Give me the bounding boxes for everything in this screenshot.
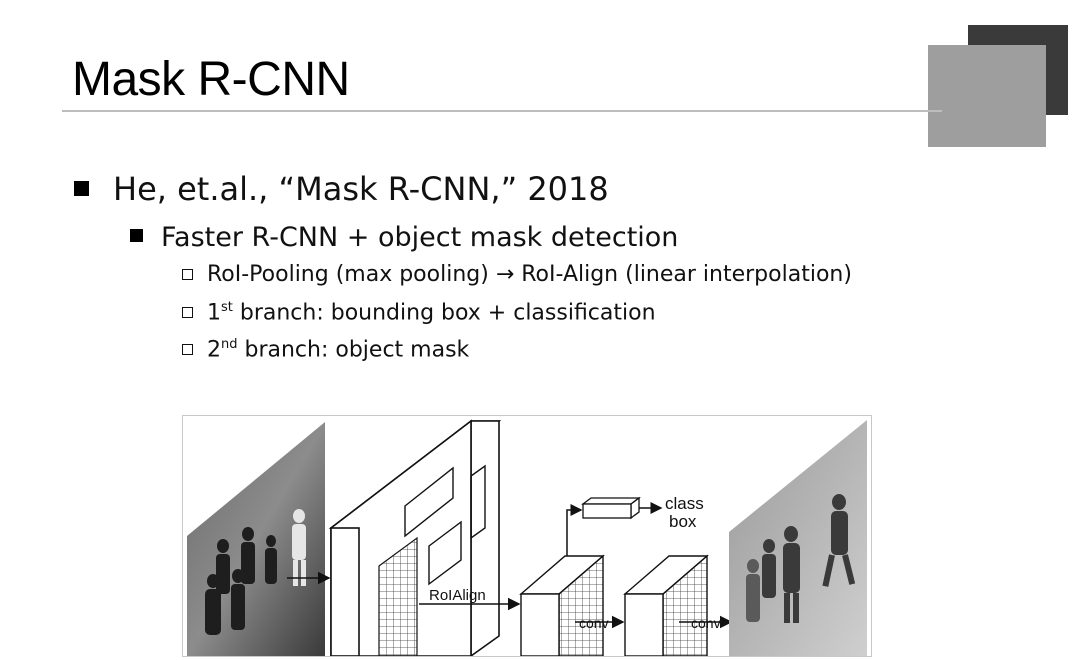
bullet-level3-roialign: RoI-Pooling (max pooling) → RoI-Align (l… [182, 262, 852, 287]
roi-feature-block [519, 554, 605, 657]
bullet-level1: He, et.al., “Mask R-CNN,” 2018 [74, 170, 609, 208]
filled-square-bullet-icon [130, 229, 143, 242]
bullet-level3-text: RoI-Pooling (max pooling) → RoI-Align (l… [207, 262, 852, 287]
hollow-square-bullet-icon [182, 344, 193, 356]
fc-layer-block [581, 496, 641, 520]
bullet-level3-first-branch: 1st branch: bounding box + classificatio… [182, 300, 656, 325]
class-label: class [665, 494, 704, 513]
filled-square-bullet-icon [74, 180, 89, 196]
bullet-level3-text: branch: object mask [237, 337, 470, 363]
bullet-ordinal-number: 2 [207, 337, 221, 363]
bullet-level2: Faster R-CNN + object mask detection [130, 222, 678, 253]
bullet-ordinal-suffix: st [221, 300, 233, 315]
input-image [187, 422, 325, 656]
conv-label: conv [691, 615, 721, 631]
mask-rcnn-architecture-figure: RoIAlign class box conv conv [182, 415, 872, 658]
roi-rectangle [470, 464, 486, 540]
bullet-level3-second-branch: 2nd branch: object mask [182, 337, 469, 362]
conv-label: conv [579, 615, 609, 631]
roialign-label: RoIAlign [429, 587, 486, 604]
classification-branch-arrow [566, 504, 583, 556]
bullet-level2-text: Faster R-CNN + object mask detection [161, 222, 679, 253]
decorative-light-square [928, 45, 1046, 147]
bullet-level3-text: branch: bounding box + classification [232, 300, 656, 326]
hollow-square-bullet-icon [182, 269, 193, 280]
hollow-square-bullet-icon [182, 307, 193, 319]
roi-rectangle [428, 520, 462, 586]
mask-feature-block [623, 554, 709, 657]
slide-title: Mask R-CNN [72, 53, 350, 106]
bullet-ordinal-number: 1 [207, 300, 221, 326]
title-divider [62, 110, 942, 112]
bullet-level1-text: He, et.al., “Mask R-CNN,” 2018 [113, 170, 609, 208]
roi-rectangle [404, 466, 454, 538]
box-label: box [669, 512, 697, 531]
architecture-diagram: RoIAlign class box conv conv [187, 419, 867, 658]
output-image [729, 420, 867, 656]
bullet-ordinal-suffix: nd [221, 337, 238, 352]
